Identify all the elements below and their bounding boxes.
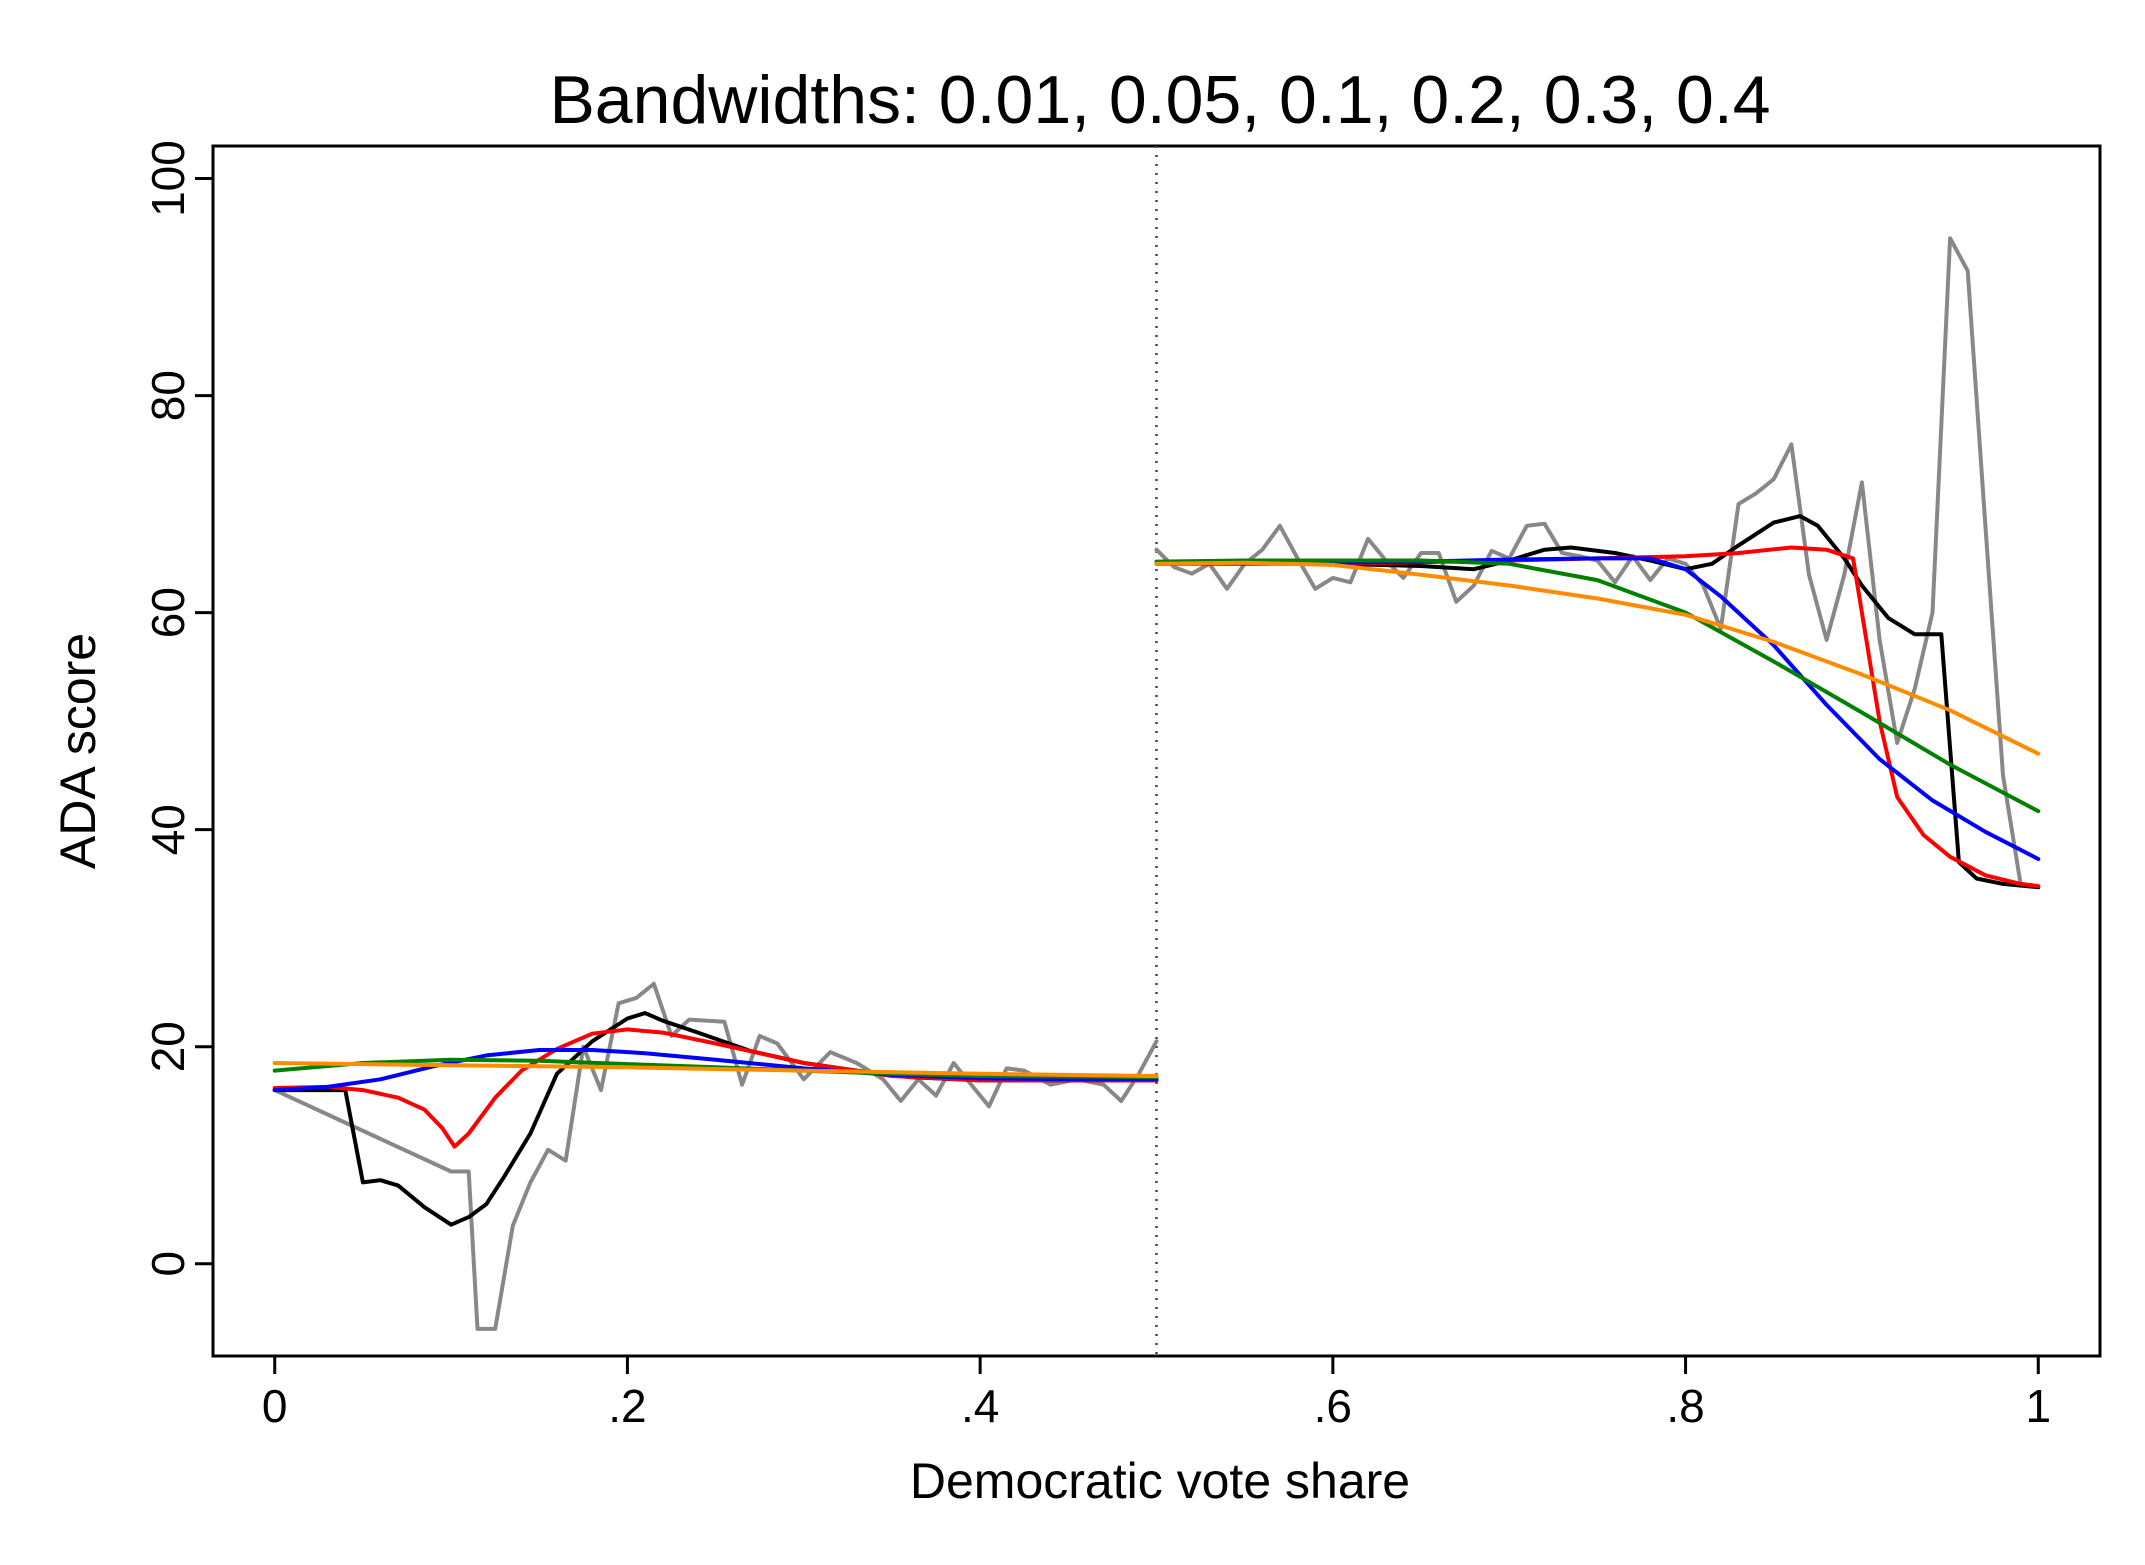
y-axis: 0 20 40 60 80 100 [142,140,213,1277]
series-line-left [272,981,1159,1331]
y-tick-label: 20 [142,1021,194,1072]
y-axis-label: ADA score [50,633,106,869]
series-layer [272,236,2041,1331]
x-tick-label: .6 [1314,1380,1352,1432]
series-5 [272,560,2041,1078]
series-line-left [272,1048,1159,1093]
series-line-right [1154,558,2041,814]
series-line-left [272,1061,1159,1078]
x-axis: 0 .2 .4 .6 .8 1 [262,1356,2051,1432]
series-line-right [1154,514,2041,890]
y-tick-label: 40 [142,804,194,855]
x-tick-label: .4 [961,1380,999,1432]
y-tick-label: 0 [142,1251,194,1277]
x-tick-label: 0 [262,1380,288,1432]
y-tick-label: 100 [142,140,194,217]
x-axis-label: Democratic vote share [910,1453,1410,1509]
chart-title: Bandwidths: 0.01, 0.05, 0.1, 0.2, 0.3, 0… [549,62,1770,138]
y-tick-label: 60 [142,587,194,638]
series-line-right [1154,560,2041,756]
series-line-left [272,1027,1159,1149]
y-tick-label: 80 [142,370,194,421]
x-tick-label: 1 [2025,1380,2051,1432]
x-tick-label: .2 [608,1380,646,1432]
x-tick-label: .8 [1666,1380,1704,1432]
